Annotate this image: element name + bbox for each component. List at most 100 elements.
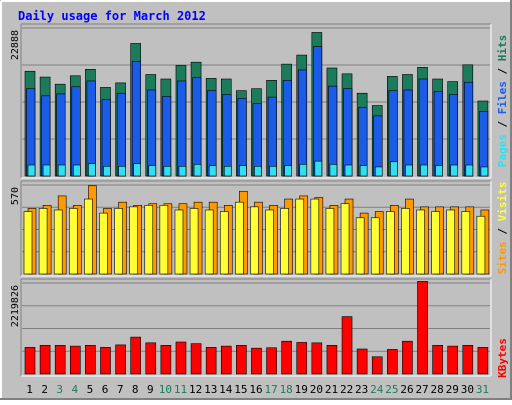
x-tick-label-day-5: 5 [87,383,94,396]
bar-files-day-5 [86,80,96,177]
bar-sites-day-1 [23,211,33,275]
bar-files-day-7 [116,92,126,177]
bar-pages-day-16 [254,166,262,177]
x-tick-label-day-24: 24 [370,383,384,396]
bar-kbytes-day-17 [266,347,277,375]
bar-pages-day-24 [374,166,383,177]
bar-kbytes-day-10 [160,345,172,375]
bar-kbytes-day-5 [85,345,96,375]
bar-sites-day-23 [355,217,365,275]
bar-sites-day-26 [401,208,410,275]
bar-pages-day-30 [465,164,474,177]
x-tick-label-day-21: 21 [325,383,338,396]
bar-pages-day-2 [42,164,51,177]
bar-kbytes-day-20 [311,342,323,375]
bar-files-day-31 [479,111,489,177]
bar-pages-day-26 [405,164,413,177]
x-tick-label-day-11: 11 [174,383,187,396]
bar-pages-day-5 [88,163,96,177]
bar-kbytes-day-11 [175,341,187,375]
bar-kbytes-day-25 [387,349,398,375]
bar-sites-day-3 [53,209,63,275]
bar-files-day-27 [418,78,428,177]
x-tick-label-day-17: 17 [264,383,277,396]
bar-kbytes-day-29 [447,345,459,375]
bar-files-day-16 [252,103,262,177]
x-tick-label-day-10: 10 [159,383,172,396]
bar-pages-day-8 [133,163,141,177]
bar-files-day-14 [222,94,232,177]
side-label-hits: Hits [496,35,509,62]
panel-3: 2219826 [10,278,492,377]
bar-files-day-6 [101,99,111,177]
bar-sites-day-27 [416,209,425,275]
bar-sites-day-10 [159,204,169,275]
bar-files-day-13 [207,90,217,177]
bar-files-day-28 [433,90,443,177]
bar-files-day-9 [146,89,157,177]
bar-kbytes-day-9 [145,342,157,375]
bar-pages-day-3 [57,164,66,177]
bar-pages-day-13 [208,165,217,177]
bar-files-day-21 [328,85,338,177]
bar-kbytes-day-3 [54,345,66,375]
bar-pages-day-29 [450,164,459,177]
bar-files-day-15 [237,98,247,177]
x-tick-label-day-1: 1 [26,383,33,396]
bar-sites-day-29 [446,209,456,275]
bar-kbytes-day-30 [462,345,474,375]
side-label-separator: / [496,221,509,241]
bar-kbytes-day-14 [220,345,232,375]
x-tick-label-day-13: 13 [204,383,217,396]
bar-sites-day-25 [386,211,395,275]
x-tick-label-day-29: 29 [446,383,459,396]
bar-pages-day-9 [148,165,157,177]
side-label-sites: Sites [496,241,509,274]
panel-2: 570 [10,180,492,277]
bar-files-day-4 [71,86,81,177]
bar-pages-day-1 [27,164,36,177]
x-tick-label-day-18: 18 [280,383,293,396]
bar-pages-day-23 [359,165,368,177]
bar-pages-day-18 [284,165,292,177]
bar-sites-day-28 [431,211,440,275]
bar-sites-day-18 [280,208,289,275]
y-max-label: 2219826 [10,285,21,327]
bar-pages-day-14 [223,166,232,177]
x-tick-label-day-9: 9 [147,383,154,396]
bar-sites-day-15 [235,201,244,275]
bar-sites-day-16 [250,206,259,275]
chart-title: Daily usage for March 2012 [18,9,206,23]
bar-sites-day-22 [340,203,350,275]
bar-kbytes-day-27 [417,281,428,375]
x-tick-label-day-23: 23 [355,383,368,396]
bar-files-day-3 [56,93,66,177]
bar-files-day-30 [464,81,474,177]
side-label-separator: / [496,61,509,81]
x-tick-label-day-30: 30 [461,383,474,396]
x-tick-label-day-16: 16 [249,383,262,396]
side-label-separator: / [496,114,509,134]
bar-pages-day-17 [269,166,277,177]
bar-kbytes-day-12 [190,343,202,375]
bar-files-day-22 [343,88,353,177]
kbytes-panel-side-label: KBytes [496,338,509,378]
bar-kbytes-day-28 [432,345,443,375]
bar-sites-day-20 [310,198,320,275]
bar-sites-day-11 [174,209,184,275]
bar-sites-day-21 [325,208,335,275]
side-label-files: Files [496,81,509,114]
bar-files-day-2 [41,95,51,177]
x-tick-label-day-28: 28 [431,383,444,396]
bar-sites-day-4 [68,208,78,275]
x-tick-label-day-2: 2 [41,383,48,396]
bar-sites-day-9 [144,204,154,275]
bar-files-day-18 [282,79,292,177]
bar-sites-day-31 [476,215,486,275]
bar-sites-day-19 [295,198,305,275]
bar-kbytes-day-21 [326,345,338,375]
x-tick-label-day-22: 22 [340,383,353,396]
x-tick-label-day-8: 8 [132,383,139,396]
